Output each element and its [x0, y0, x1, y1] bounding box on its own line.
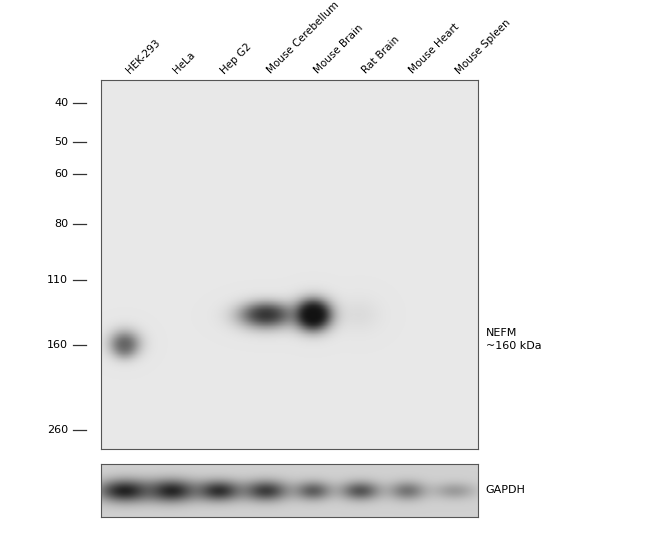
- Text: 110: 110: [47, 275, 68, 285]
- Text: 60: 60: [54, 169, 68, 179]
- Text: 260: 260: [47, 425, 68, 435]
- Text: Rat Brain: Rat Brain: [360, 35, 401, 76]
- Text: 80: 80: [54, 219, 68, 229]
- Text: Mouse Heart: Mouse Heart: [407, 22, 461, 76]
- Text: Hep G2: Hep G2: [218, 41, 253, 76]
- Text: 50: 50: [54, 137, 68, 147]
- Text: Mouse Brain: Mouse Brain: [313, 23, 365, 76]
- Text: Mouse Spleen: Mouse Spleen: [454, 18, 513, 76]
- Text: NEFM
~160 kDa: NEFM ~160 kDa: [486, 328, 541, 352]
- Text: HEK-293: HEK-293: [124, 38, 162, 76]
- Text: 40: 40: [54, 98, 68, 108]
- Text: Mouse Cerebellum: Mouse Cerebellum: [266, 0, 341, 76]
- Text: GAPDH: GAPDH: [486, 485, 525, 495]
- Text: HeLa: HeLa: [172, 50, 197, 76]
- Text: 160: 160: [47, 340, 68, 350]
